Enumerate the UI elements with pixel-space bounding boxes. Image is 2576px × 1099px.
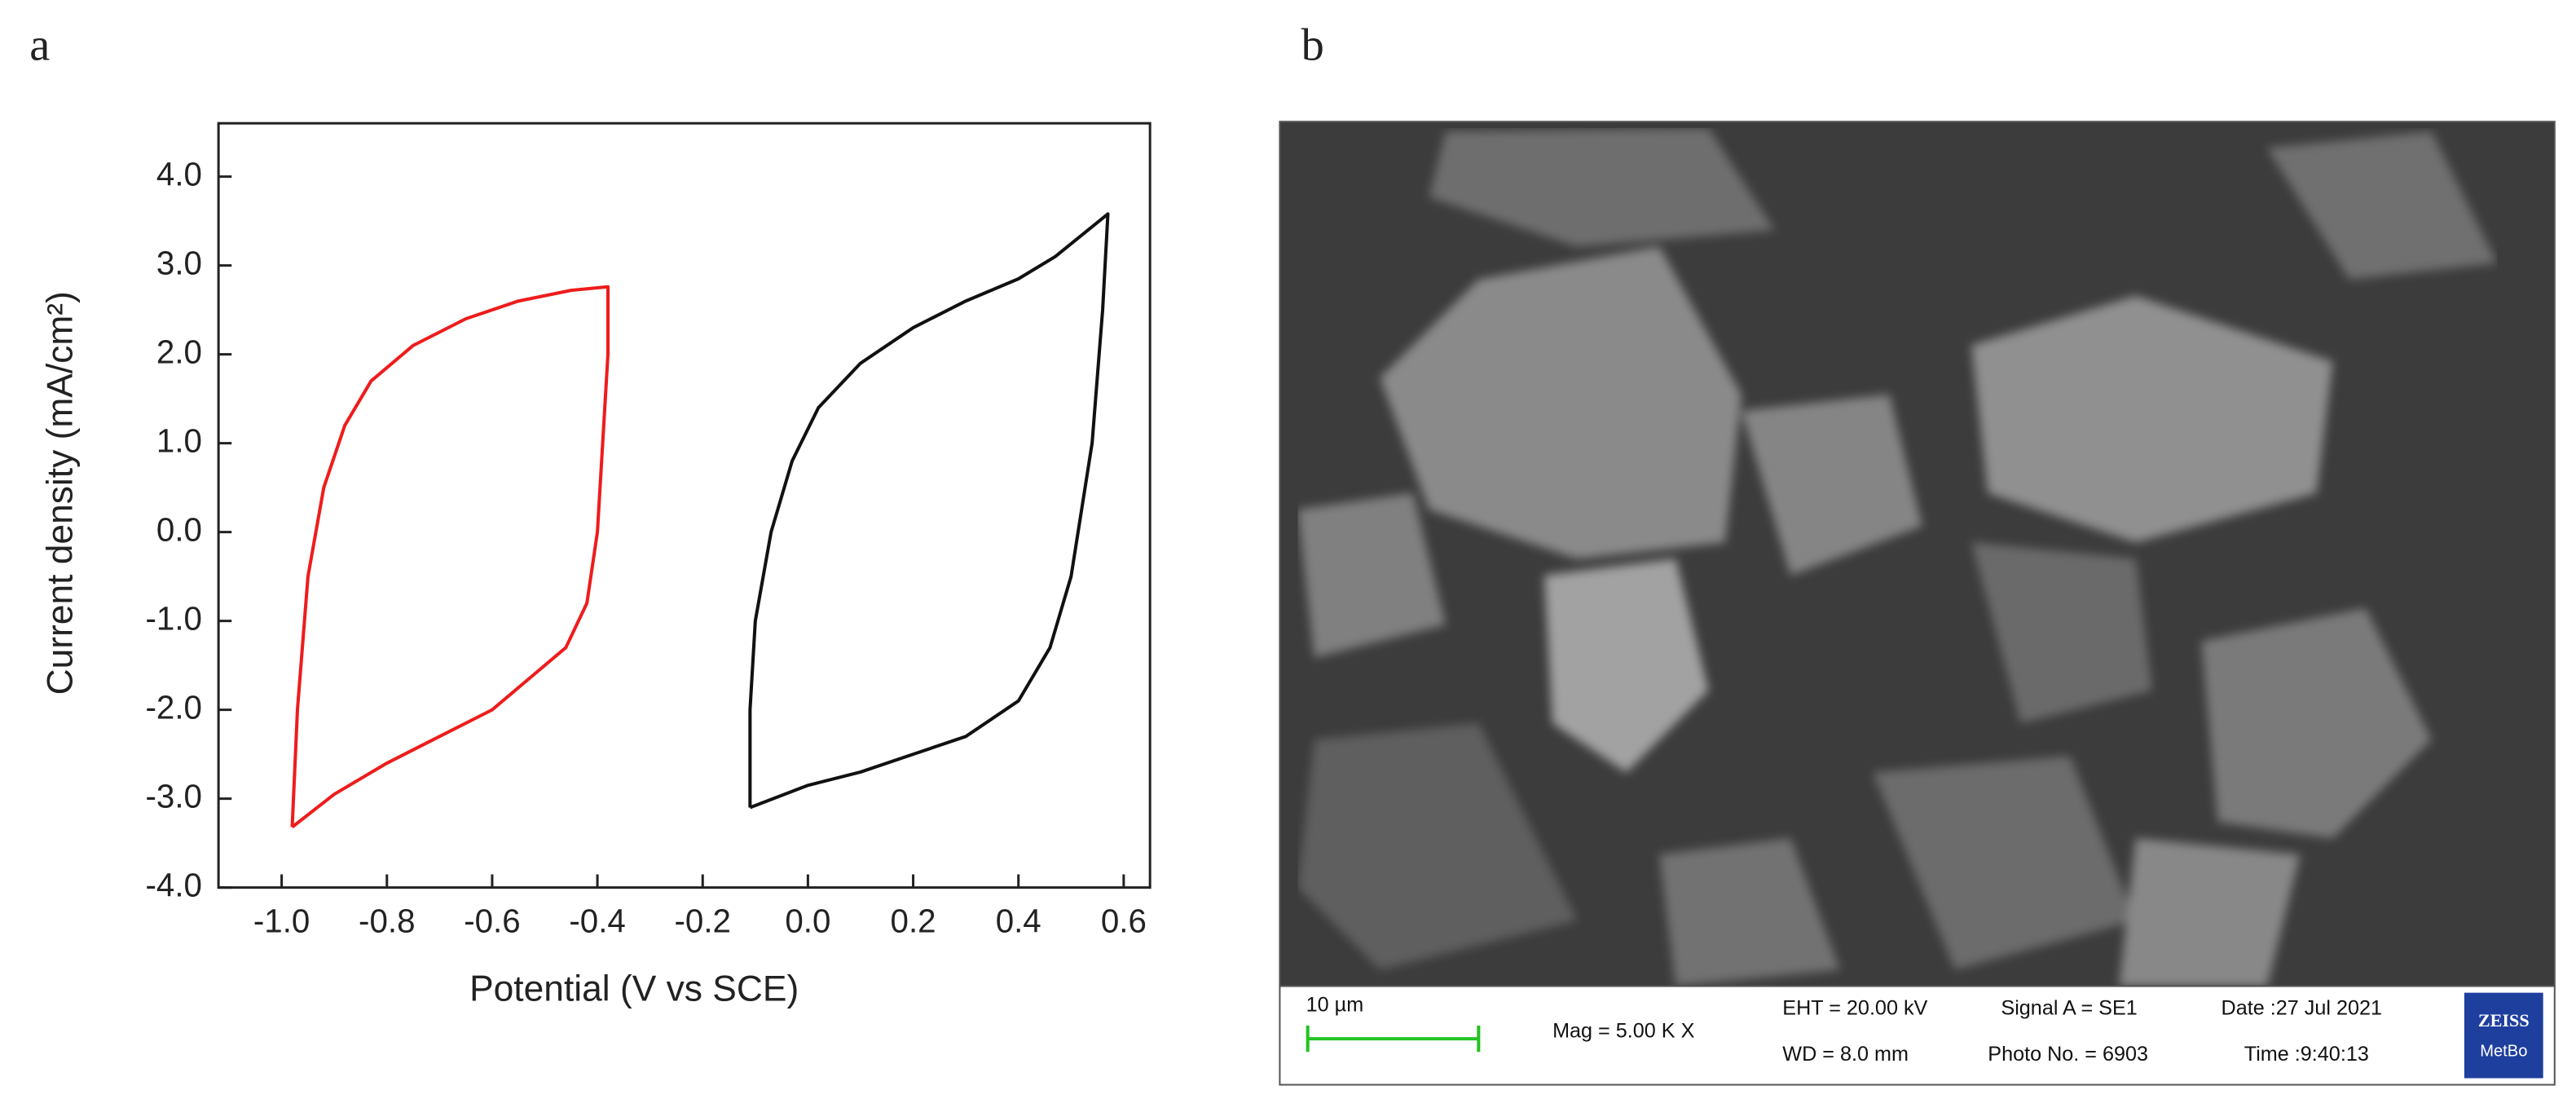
x-tick-label: -1.0: [253, 903, 310, 940]
y-tick-label: 3.0: [156, 245, 202, 281]
x-tick-label: 0.0: [785, 903, 830, 940]
info-text: WD = 8.0 mm: [1782, 1043, 1909, 1066]
info-bar: [1279, 985, 2556, 1086]
cv-curve: [290, 285, 610, 829]
y-tick-label: 2.0: [156, 333, 202, 370]
logo: [2464, 992, 2543, 1079]
plot: -1.0 -0.8 -0.6 -0.4 -0.2 0.0 0.2 0.4 0.6 4.0 3.0 2.…: [146, 156, 1147, 939]
sem-image: [1279, 121, 2555, 986]
plot-frame: [217, 121, 1151, 889]
info-text: Time :9:40:13: [2244, 1043, 2369, 1066]
y-axis-label: Current density (mA/cm²): [40, 291, 80, 695]
y-tick-label: 0.0: [156, 511, 202, 548]
x-tick-label: -0.2: [675, 903, 731, 940]
x-tick-label: -0.4: [569, 903, 625, 940]
cv-curve: [748, 212, 1110, 810]
panel-label: b: [1301, 20, 1324, 70]
scale-bar: [1306, 1025, 1481, 1053]
y-tick-label: -2.0: [146, 689, 202, 726]
info-text: Signal A = SE1: [2001, 996, 2137, 1019]
info-text: EHT = 20.00 kV: [1782, 996, 1927, 1019]
info-text: Date :27 Jul 2021: [2222, 996, 2382, 1019]
y-tick-label: -3.0: [146, 778, 202, 814]
logo-text: MetBo: [2480, 1043, 2527, 1061]
info-text: Mag = 5.00 K X: [1552, 1020, 1695, 1043]
info-text: Photo No. = 6903: [1988, 1043, 2148, 1066]
logo-text: ZEISS: [2478, 1010, 2530, 1031]
y-tick-label: -4.0: [146, 867, 202, 903]
x-tick-label: -0.6: [464, 903, 520, 940]
x-axis-label: Potential (V vs SCE): [469, 969, 799, 1009]
x-tick-label: 0.4: [996, 903, 1041, 940]
y-tick-label: 4.0: [156, 156, 202, 192]
x-tick-label: 0.6: [1101, 903, 1147, 940]
y-tick-label: 1.0: [156, 422, 202, 459]
y-tick-label: -1.0: [146, 600, 202, 637]
x-tick-label: -0.8: [359, 903, 415, 940]
scale-bar-label: 10 µm: [1306, 993, 1364, 1016]
x-tick-label: 0.2: [891, 903, 936, 940]
panel-label: a: [29, 20, 50, 70]
